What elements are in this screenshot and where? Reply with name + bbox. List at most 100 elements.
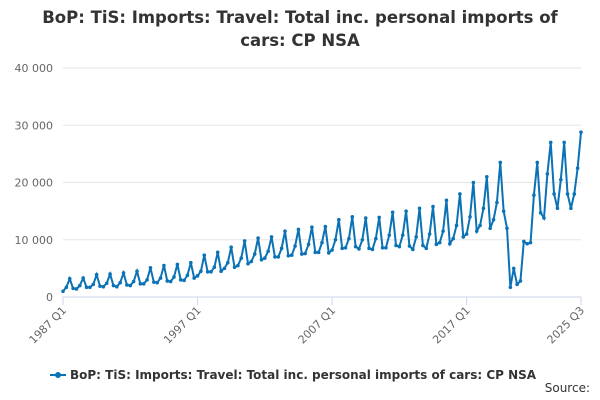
data-point [212, 265, 217, 270]
source: Source: [545, 381, 590, 395]
data-point [128, 283, 133, 288]
data-point [91, 282, 96, 287]
data-point [424, 246, 429, 251]
data-point [478, 223, 482, 228]
data-point [505, 226, 509, 231]
data-point [283, 229, 287, 233]
data-point [226, 260, 230, 265]
data-point [108, 272, 112, 276]
data-point [353, 244, 358, 249]
data-point [289, 253, 294, 258]
legend-symbol [55, 372, 61, 378]
data-point [125, 283, 129, 287]
data-point [222, 266, 227, 271]
data-point [474, 229, 479, 233]
data-point [495, 200, 499, 205]
data-point [175, 262, 180, 267]
data-point [115, 284, 119, 289]
data-point [404, 209, 408, 213]
data-point [451, 236, 455, 241]
data-point [168, 279, 173, 284]
data-point [326, 251, 331, 255]
data-point [219, 269, 223, 274]
data-point [316, 250, 321, 255]
y-tick-label: 30 000 [15, 119, 54, 132]
data-point [104, 281, 109, 286]
data-point [266, 249, 270, 253]
data-point [394, 243, 398, 248]
data-point [172, 275, 176, 279]
data-point [377, 215, 381, 220]
data-point [397, 244, 402, 249]
data-point [548, 140, 553, 145]
data-point [256, 236, 260, 240]
data-point [370, 247, 375, 252]
data-point [340, 246, 344, 251]
data-point [98, 284, 102, 288]
data-point [158, 276, 163, 280]
data-point [407, 244, 412, 248]
data-point [246, 261, 250, 266]
data-point [575, 166, 580, 170]
data-point [464, 232, 469, 236]
data-point [141, 282, 146, 286]
data-point [84, 285, 89, 290]
data-point [293, 244, 297, 248]
data-point [454, 223, 459, 228]
x-tick-label: 2017 Q1 [430, 304, 473, 347]
data-point [195, 274, 200, 278]
data-point [205, 270, 210, 274]
x-tick-label: 2007 Q1 [296, 304, 339, 347]
data-point [380, 245, 385, 250]
data-point [555, 206, 560, 211]
data-point [535, 160, 540, 165]
data-point [461, 235, 466, 239]
data-point [71, 286, 75, 291]
data-point [320, 240, 324, 245]
data-point [269, 235, 274, 239]
data-point [202, 253, 207, 258]
data-point [131, 279, 136, 284]
data-point [121, 271, 126, 275]
data-point [360, 237, 365, 242]
data-point [306, 242, 311, 247]
x-tick-label: 1987 Q1 [27, 304, 70, 347]
x-tick-label: 1997 Q1 [161, 304, 204, 347]
data-point [387, 233, 392, 237]
data-point [468, 215, 472, 219]
data-point [357, 247, 361, 251]
chart-title: BoP: TiS: Imports: Travel: Total inc. pe… [42, 8, 558, 50]
data-point [421, 243, 425, 248]
data-point [118, 280, 122, 285]
data-point [491, 217, 496, 222]
data-point [94, 272, 99, 277]
data-point [488, 226, 492, 231]
data-point [313, 250, 318, 255]
data-point [374, 236, 378, 241]
data-point [236, 263, 240, 268]
data-point [411, 247, 415, 252]
data-point [444, 198, 449, 203]
data-point [145, 278, 149, 282]
data-point [538, 211, 543, 215]
data-point [441, 229, 445, 233]
data-point [152, 280, 156, 284]
y-tick-label: 0 [46, 291, 53, 304]
data-point [300, 252, 304, 256]
data-point [572, 192, 577, 196]
data-point [185, 273, 190, 278]
data-point [552, 192, 556, 196]
data-point [229, 245, 233, 249]
data-point [417, 206, 422, 211]
data-point [343, 245, 348, 250]
data-point [88, 285, 92, 290]
data-point [81, 276, 85, 280]
data-point [485, 174, 489, 179]
data-point [481, 206, 486, 211]
data-point [508, 285, 513, 290]
data-point [178, 278, 183, 282]
data-point [522, 239, 526, 244]
data-point [565, 192, 570, 196]
data-point [215, 250, 220, 255]
